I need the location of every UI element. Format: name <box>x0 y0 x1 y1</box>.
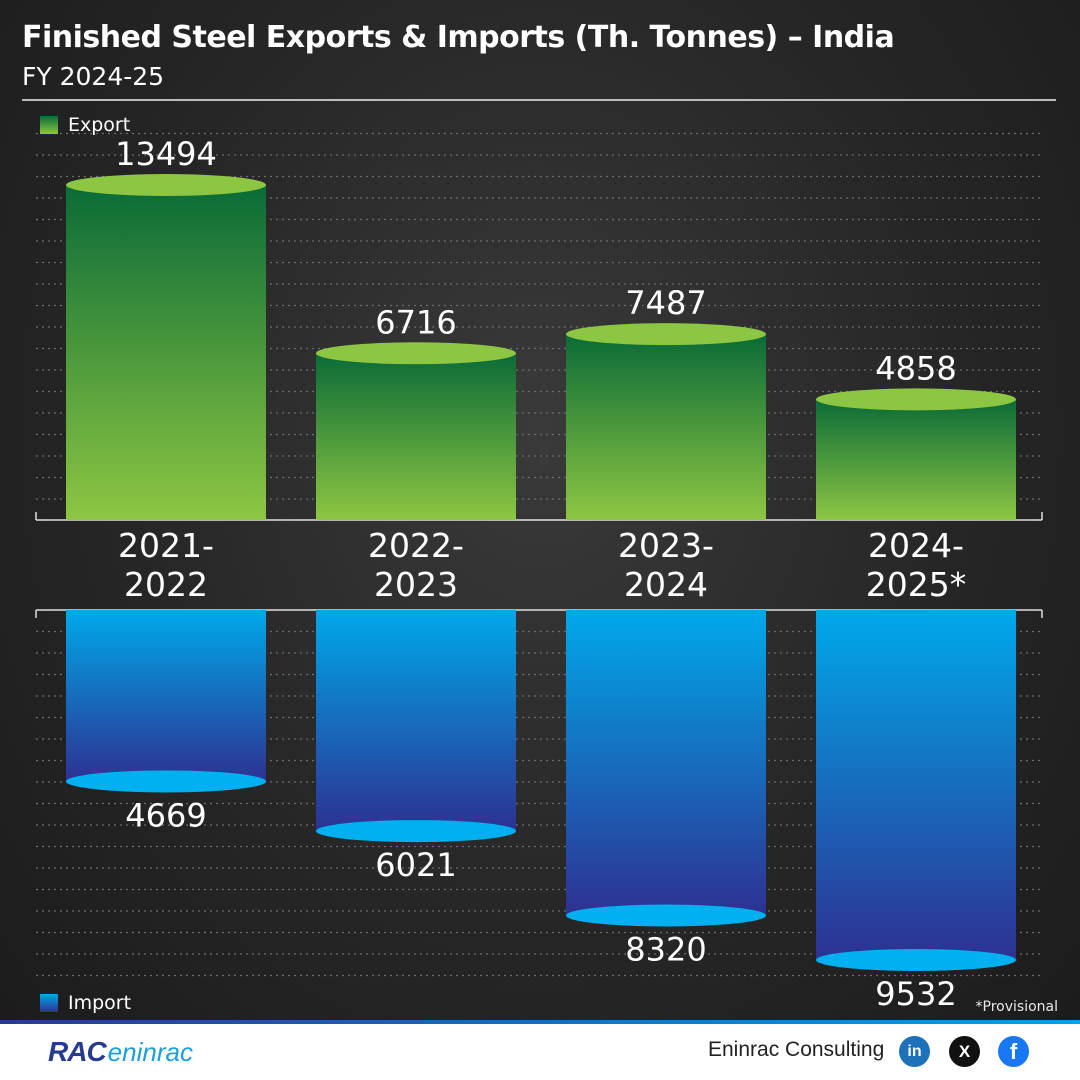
import-bar <box>66 610 266 782</box>
provisional-footnote: *Provisional <box>975 999 1058 1015</box>
legend-import-label: Import <box>68 992 132 1014</box>
export-value-label: 7487 <box>625 284 706 322</box>
facebook-icon[interactable]: f <box>998 1036 1029 1067</box>
linkedin-icon[interactable]: in <box>899 1036 930 1067</box>
category-label: 2023-2024 <box>618 526 714 604</box>
x-icon[interactable]: X <box>949 1036 980 1067</box>
import-bar <box>816 610 1016 960</box>
chart-title: Finished Steel Exports & Imports (Th. To… <box>22 20 895 55</box>
export-bar-cap <box>566 323 766 346</box>
import-value-label: 9532 <box>875 975 956 1013</box>
footer-accent-bar <box>0 1020 1080 1024</box>
legend-export: Export <box>40 114 130 136</box>
export-value-label: 6716 <box>375 303 456 341</box>
chart-subtitle: FY 2024-25 <box>22 62 165 91</box>
import-bar <box>316 610 516 832</box>
export-bar <box>566 334 766 520</box>
logo-mark: RAC <box>48 1036 107 1067</box>
category-label: 2021-2022 <box>118 526 214 604</box>
legend-export-swatch <box>40 116 58 134</box>
import-value-label: 8320 <box>625 930 706 968</box>
import-value-label: 4669 <box>125 796 206 834</box>
export-value-label: 13494 <box>115 135 217 173</box>
import-value-label: 6021 <box>375 846 456 884</box>
legend-import-swatch <box>40 994 58 1012</box>
export-bar <box>316 353 516 520</box>
export-value-label: 4858 <box>875 349 956 387</box>
import-bar-cap <box>566 904 766 927</box>
legend-export-label: Export <box>68 114 131 136</box>
export-bar-cap <box>66 174 266 196</box>
title-divider <box>22 99 1056 101</box>
export-bar <box>66 185 266 520</box>
export-bar-cap <box>816 388 1016 411</box>
import-bar-cap <box>66 770 266 793</box>
footer-bar: RAC eninrac Eninrac Consulting in X f <box>0 1024 1080 1080</box>
eninrac-logo: RAC eninrac <box>48 1036 193 1068</box>
import-bar-cap <box>316 820 516 843</box>
export-bar <box>816 399 1016 520</box>
legend-import: Import <box>40 992 131 1014</box>
import-bar-cap <box>816 949 1016 971</box>
category-label: 2024-2025* <box>866 526 966 604</box>
category-label: 2022-2023 <box>368 526 464 604</box>
logo-wordmark: eninrac <box>107 1036 193 1067</box>
brand-name: Eninrac Consulting <box>708 1038 885 1061</box>
export-bar-cap <box>316 342 516 365</box>
import-bar <box>566 610 766 916</box>
